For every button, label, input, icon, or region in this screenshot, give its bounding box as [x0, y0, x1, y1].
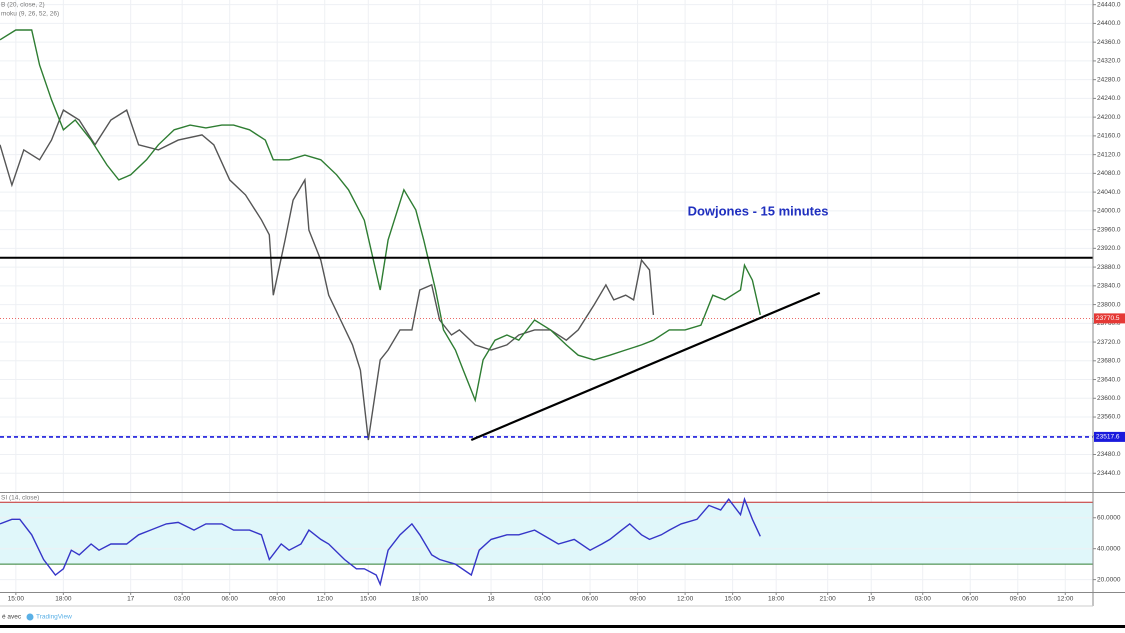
indicator-label: B (20, close, 2) — [1, 2, 45, 9]
brand-logo — [26, 613, 34, 621]
y-tick-label: 23760.0 — [1097, 320, 1121, 327]
x-tick-label: 15:00 — [724, 596, 741, 603]
grid — [0, 0, 1093, 592]
band-fill — [0, 502, 1093, 565]
y-tick-label: 23680.0 — [1097, 358, 1121, 365]
y-tick-label: 24160.0 — [1097, 133, 1121, 140]
y-tick-label: 24360.0 — [1097, 39, 1121, 46]
trendline — [470, 291, 821, 442]
x-tick-label: 15:00 — [360, 596, 377, 603]
y-tick-label: 23840.0 — [1097, 283, 1121, 290]
y-tick-label: 24120.0 — [1097, 151, 1121, 158]
x-tick-label: 12:00 — [677, 596, 694, 603]
price-label-bg — [1094, 313, 1125, 324]
x-tick-label: 03:00 — [915, 596, 932, 603]
series-line — [0, 109, 655, 441]
y-tick-label: 24240.0 — [1097, 95, 1121, 102]
x-tick-label: 18:00 — [768, 596, 785, 603]
y-tick-label: 23960.0 — [1097, 226, 1121, 233]
footer-brand: TradingView — [36, 614, 72, 621]
x-tick-label: 03:00 — [174, 596, 191, 603]
y-tick-label: 60.0000 — [1097, 514, 1121, 521]
price-label-bg — [1094, 431, 1125, 442]
indicator-label: moku (9, 26, 52, 26) — [1, 11, 59, 18]
y-tick-label: 23920.0 — [1097, 245, 1121, 252]
y-tick-label: 24080.0 — [1097, 170, 1121, 177]
y-tick-label: 24040.0 — [1097, 189, 1121, 196]
price-label: 23517.6 — [1096, 434, 1120, 441]
y-tick-label: 23800.0 — [1097, 301, 1121, 308]
y-tick-label: 23640.0 — [1097, 376, 1121, 383]
x-tick-label: 06:00 — [582, 596, 599, 603]
x-tick-label: 15:00 — [8, 596, 25, 603]
x-tick-label: 09:00 — [1010, 596, 1027, 603]
y-tick-label: 20.0000 — [1097, 576, 1121, 583]
y-tick-label: 23480.0 — [1097, 451, 1121, 458]
x-tick-label: 06:00 — [222, 596, 239, 603]
y-tick-label: 24440.0 — [1097, 1, 1121, 8]
y-tick-label: 24320.0 — [1097, 58, 1121, 65]
x-tick-label: 18:00 — [55, 596, 72, 603]
x-tick-label: 06:00 — [962, 596, 979, 603]
x-tick-label: 19 — [868, 596, 876, 603]
x-tick-label: 18 — [487, 596, 495, 603]
price-label: 23770.5 — [1096, 315, 1120, 322]
x-tick-label: 17 — [127, 596, 135, 603]
x-tick-label: 12:00 — [1057, 596, 1074, 603]
indicator-label: SI (14, close) — [1, 495, 39, 502]
y-tick-label: 24200.0 — [1097, 114, 1121, 121]
x-tick-label: 18:00 — [412, 596, 429, 603]
y-tick-label: 24400.0 — [1097, 20, 1121, 27]
series-line — [0, 29, 761, 403]
footer-text: é avec — [2, 614, 22, 621]
x-tick-label: 09:00 — [269, 596, 286, 603]
marks — [0, 29, 1093, 587]
x-tick-label: 09:00 — [629, 596, 646, 603]
y-tick-label: 40.0000 — [1097, 545, 1121, 552]
y-tick-label: 24280.0 — [1097, 76, 1121, 83]
x-tick-label: 21:00 — [820, 596, 837, 603]
y-tick-label: 23600.0 — [1097, 395, 1121, 402]
y-tick-label: 23560.0 — [1097, 414, 1121, 421]
x-tick-label: 12:00 — [317, 596, 334, 603]
annotation: Dowjones - 15 minutes — [688, 203, 829, 218]
y-tick-label: 23440.0 — [1097, 470, 1121, 477]
series-line — [0, 496, 761, 587]
y-tick-label: 23880.0 — [1097, 264, 1121, 271]
y-tick-label: 23720.0 — [1097, 339, 1121, 346]
y-tick-label: 24000.0 — [1097, 208, 1121, 215]
x-tick-label: 03:00 — [534, 596, 551, 603]
